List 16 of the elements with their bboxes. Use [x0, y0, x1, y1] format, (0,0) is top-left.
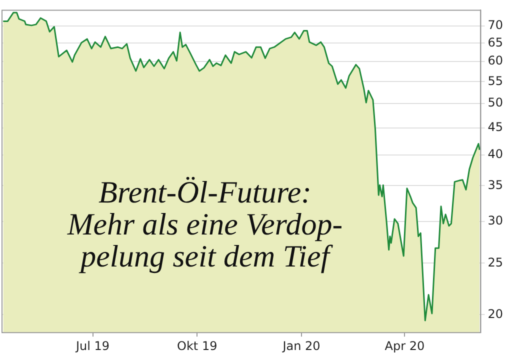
x-tick-label: Apr 20 [384, 338, 425, 353]
y-tick-label: 70 [488, 18, 504, 32]
y-tick-label: 60 [488, 54, 504, 68]
x-tick-label: Okt 19 [177, 338, 218, 353]
y-tick-label: 65 [488, 35, 504, 50]
y-tick-label: 45 [488, 120, 504, 134]
y-tick-label: 35 [488, 178, 504, 192]
y-tick-label: 40 [488, 147, 504, 162]
y-tick-label: 50 [488, 96, 504, 110]
x-tick-label: Jan 20 [282, 338, 320, 353]
y-tick-label: 25 [488, 255, 504, 270]
annotation: Brent-Öl-Future: Mehr als eine Verdop- pelung seit dem Tief [66, 174, 343, 274]
x-tick-label: Jul 19 [74, 338, 110, 353]
y-tick-label: 55 [488, 74, 504, 88]
y-tick-label: 30 [488, 213, 504, 228]
y-tick-label: 20 [488, 306, 504, 321]
